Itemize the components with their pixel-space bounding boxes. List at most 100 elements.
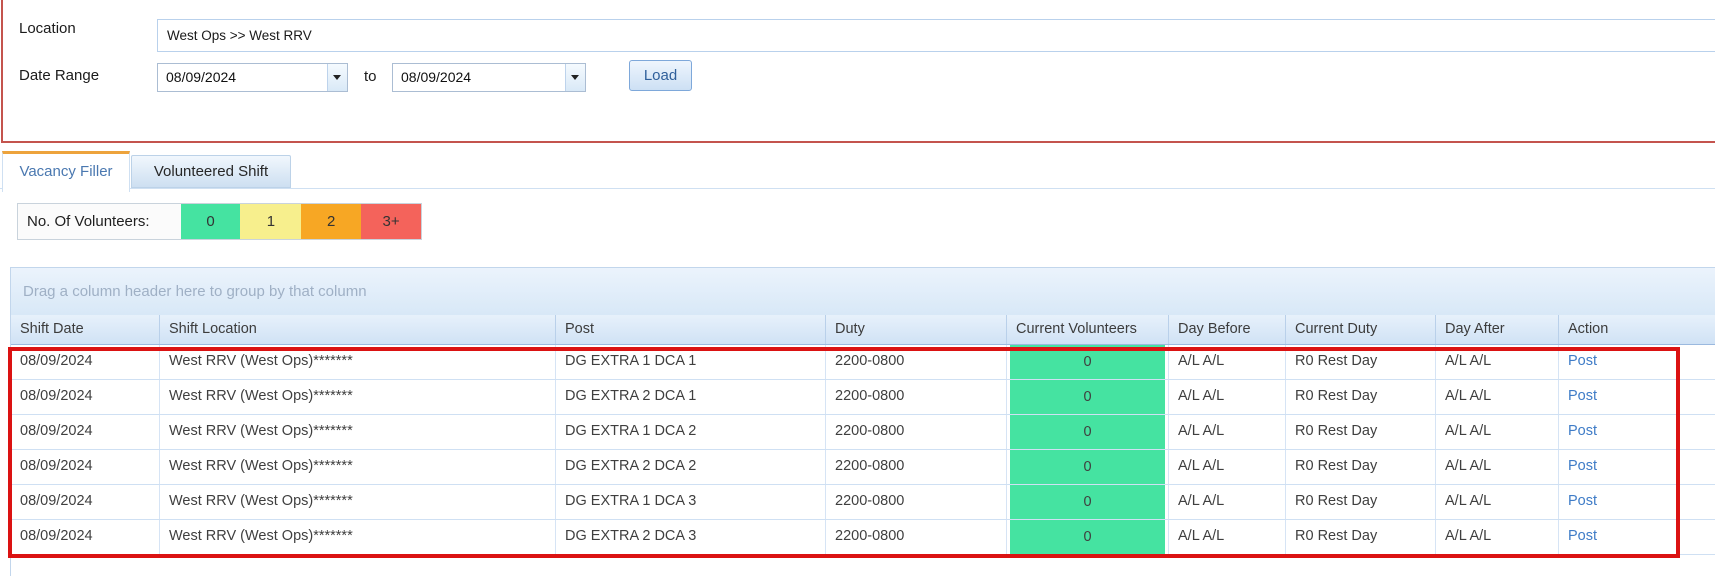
cell-duty: 2200-0800 (826, 380, 1007, 414)
tab-vacancy-filler[interactable]: Vacancy Filler (2, 151, 130, 192)
cell-post: DG EXTRA 1 DCA 2 (556, 415, 826, 449)
volunteers-legend: No. Of Volunteers: 0 1 2 3+ (17, 203, 422, 240)
cell-shift-date: 08/09/2024 (11, 415, 160, 449)
cell-shift-location: West RRV (West Ops)******* (160, 380, 556, 414)
column-header-current-duty[interactable]: Current Duty (1286, 315, 1436, 344)
tabstrip-divider (0, 188, 1715, 189)
column-header-day-before[interactable]: Day Before (1169, 315, 1286, 344)
cell-post: DG EXTRA 2 DCA 2 (556, 450, 826, 484)
post-action-link[interactable]: Post (1568, 423, 1598, 439)
cell-shift-date: 08/09/2024 (11, 380, 160, 414)
post-action-link[interactable]: Post (1568, 353, 1598, 369)
date-from-dropdown-button[interactable] (327, 64, 347, 91)
cell-current-duty: R0 Rest Day (1286, 380, 1436, 414)
legend-swatch-2: 2 (301, 204, 362, 239)
group-by-panel[interactable]: Drag a column header here to group by th… (11, 267, 1715, 315)
legend-swatch-1: 1 (240, 204, 302, 239)
column-header-action[interactable]: Action (1568, 321, 1609, 337)
legend-swatch-3plus: 3+ (361, 204, 421, 239)
cell-duty: 2200-0800 (826, 520, 1007, 554)
cell-day-after: A/L A/L (1436, 345, 1559, 379)
post-action-link[interactable]: Post (1568, 458, 1598, 474)
post-action-link[interactable]: Post (1568, 528, 1598, 544)
volunteer-count-badge: 0 (1010, 415, 1165, 449)
cell-current-duty: R0 Rest Day (1286, 485, 1436, 519)
cell-current-volunteers: 0 (1007, 520, 1169, 554)
cell-current-duty: R0 Rest Day (1286, 520, 1436, 554)
column-header-shift-date[interactable]: Shift Date (11, 315, 160, 344)
cell-day-after: A/L A/L (1436, 380, 1559, 414)
cell-current-duty: R0 Rest Day (1286, 415, 1436, 449)
date-to-value: 08/09/2024 (401, 69, 472, 85)
column-header-duty[interactable]: Duty (826, 315, 1007, 344)
load-button[interactable]: Load (629, 60, 692, 91)
table-row[interactable]: 08/09/2024 West RRV (West Ops)******* DG… (11, 485, 1715, 520)
table-row[interactable]: 08/09/2024 West RRV (West Ops)******* DG… (11, 450, 1715, 485)
cell-shift-date: 08/09/2024 (11, 450, 160, 484)
cell-shift-location: West RRV (West Ops)******* (160, 415, 556, 449)
cell-shift-location: West RRV (West Ops)******* (160, 450, 556, 484)
cell-shift-location: West RRV (West Ops)******* (160, 345, 556, 379)
post-action-link[interactable]: Post (1568, 388, 1598, 404)
cell-day-before: A/L A/L (1169, 520, 1286, 554)
date-to-dropdown-button[interactable] (565, 64, 585, 91)
date-range-label: Date Range (19, 67, 100, 84)
cell-day-after: A/L A/L (1436, 415, 1559, 449)
post-action-link[interactable]: Post (1568, 493, 1598, 509)
column-header-post[interactable]: Post (556, 315, 826, 344)
cell-current-volunteers: 0 (1007, 485, 1169, 519)
legend-swatch-0: 0 (180, 204, 241, 239)
table-row[interactable]: 08/09/2024 West RRV (West Ops)******* DG… (11, 345, 1715, 380)
date-from-input[interactable]: 08/09/2024 (157, 63, 348, 92)
chevron-down-icon (333, 75, 341, 80)
cell-duty: 2200-0800 (826, 345, 1007, 379)
volunteer-count-badge: 0 (1010, 485, 1165, 519)
cell-shift-date: 08/09/2024 (11, 485, 160, 519)
cell-shift-location: West RRV (West Ops)******* (160, 485, 556, 519)
legend-label: No. Of Volunteers: (27, 213, 150, 230)
cell-day-before: A/L A/L (1169, 485, 1286, 519)
chevron-down-icon (571, 75, 579, 80)
table-row[interactable]: 08/09/2024 West RRV (West Ops)******* DG… (11, 380, 1715, 415)
cell-day-after: A/L A/L (1436, 520, 1559, 554)
cell-duty: 2200-0800 (826, 450, 1007, 484)
cell-current-volunteers: 0 (1007, 380, 1169, 414)
volunteer-count-badge: 0 (1010, 345, 1165, 379)
cell-shift-location: West RRV (West Ops)******* (160, 520, 556, 554)
volunteer-count-badge: 0 (1010, 380, 1165, 414)
grid-header-row: Shift Date Shift Location Post Duty Curr… (11, 315, 1715, 345)
cell-current-volunteers: 0 (1007, 450, 1169, 484)
cell-duty: 2200-0800 (826, 485, 1007, 519)
cell-day-before: A/L A/L (1169, 450, 1286, 484)
cell-day-after: A/L A/L (1436, 450, 1559, 484)
cell-post: DG EXTRA 2 DCA 3 (556, 520, 826, 554)
cell-shift-date: 08/09/2024 (11, 520, 160, 554)
cell-post: DG EXTRA 1 DCA 1 (556, 345, 826, 379)
column-header-shift-location[interactable]: Shift Location (160, 315, 556, 344)
filter-panel: Location West Ops >> West RRV Date Range… (1, 0, 1715, 143)
cell-current-volunteers: 0 (1007, 345, 1169, 379)
cell-duty: 2200-0800 (826, 415, 1007, 449)
column-header-day-after[interactable]: Day After (1436, 315, 1559, 344)
column-header-current-volunteers[interactable]: Current Volunteers (1007, 315, 1169, 344)
cell-post: DG EXTRA 2 DCA 1 (556, 380, 826, 414)
volunteer-count-badge: 0 (1010, 450, 1165, 484)
table-row[interactable]: 08/09/2024 West RRV (West Ops)******* DG… (11, 415, 1715, 450)
date-range-to-label: to (364, 68, 377, 85)
table-row[interactable]: 08/09/2024 West RRV (West Ops)******* DG… (11, 520, 1715, 555)
date-to-input[interactable]: 08/09/2024 (392, 63, 586, 92)
cell-post: DG EXTRA 1 DCA 3 (556, 485, 826, 519)
cell-shift-date: 08/09/2024 (11, 345, 160, 379)
cell-day-before: A/L A/L (1169, 415, 1286, 449)
tab-volunteered-shift[interactable]: Volunteered Shift (131, 155, 291, 188)
cell-day-before: A/L A/L (1169, 345, 1286, 379)
date-from-value: 08/09/2024 (166, 69, 237, 85)
cell-current-duty: R0 Rest Day (1286, 345, 1436, 379)
location-input[interactable]: West Ops >> West RRV (157, 19, 1715, 52)
cell-current-volunteers: 0 (1007, 415, 1169, 449)
location-label: Location (19, 20, 76, 37)
cell-current-duty: R0 Rest Day (1286, 450, 1436, 484)
volunteer-count-badge: 0 (1010, 520, 1165, 554)
shifts-grid: Drag a column header here to group by th… (10, 267, 1715, 576)
